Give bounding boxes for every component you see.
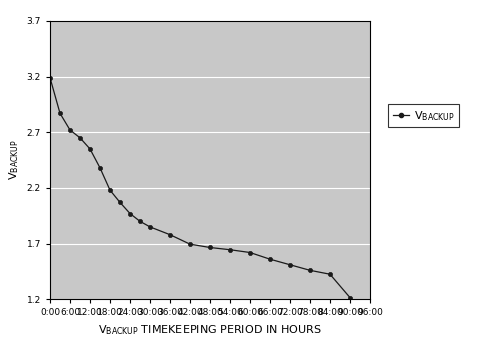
Legend: V$_{\mathsf{BACKUP}}$: V$_{\mathsf{BACKUP}}$ <box>388 104 459 127</box>
Y-axis label: V$_{\mathsf{BACKUP}}$: V$_{\mathsf{BACKUP}}$ <box>7 140 21 181</box>
X-axis label: V$_{\mathsf{BACKUP}}$ TIMEKEEPING PERIOD IN HOURS: V$_{\mathsf{BACKUP}}$ TIMEKEEPING PERIOD… <box>98 323 322 337</box>
